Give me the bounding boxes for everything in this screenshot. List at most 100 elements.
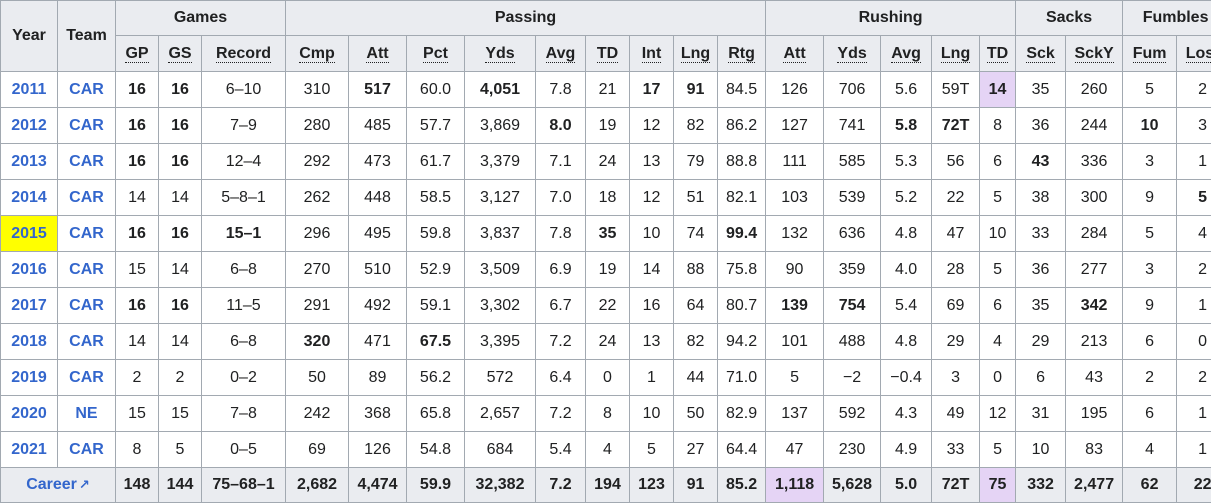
cell-cmp: 242: [285, 395, 349, 432]
cell-pct: 59.1: [406, 287, 465, 324]
cell-scky: 83: [1065, 431, 1124, 468]
col-int[interactable]: Int: [629, 35, 674, 72]
col-sck[interactable]: Sck: [1015, 35, 1067, 72]
cell-record: 0–2: [201, 359, 286, 396]
team-link[interactable]: NE: [75, 404, 98, 422]
team-cell[interactable]: CAR: [57, 215, 116, 252]
team-cell[interactable]: CAR: [57, 251, 116, 288]
team-link[interactable]: CAR: [69, 296, 104, 314]
cell-yds: 3,869: [464, 107, 536, 144]
cell-rtg: 84.5: [716, 71, 767, 108]
col-record[interactable]: Record: [201, 35, 286, 72]
year-link[interactable]: 2014: [11, 188, 47, 206]
year-link[interactable]: 2013: [11, 152, 47, 170]
career-scky: 2,477: [1065, 467, 1124, 503]
col-pct[interactable]: Pct: [406, 35, 465, 72]
cell-rush-lng: 69: [931, 287, 981, 324]
cell-gp: 2: [115, 359, 159, 396]
col-scky[interactable]: SckY: [1065, 35, 1124, 72]
team-cell[interactable]: NE: [57, 395, 116, 432]
team-link[interactable]: CAR: [69, 80, 104, 98]
career-fum: 62: [1122, 467, 1178, 503]
year-cell[interactable]: 2017: [0, 287, 58, 324]
col-rush-lng[interactable]: Lng: [931, 35, 981, 72]
cell-rush-lng: 56: [931, 143, 981, 180]
team-cell[interactable]: CAR: [57, 107, 116, 144]
col-rush-att[interactable]: Att: [765, 35, 825, 72]
year-cell[interactable]: 2011: [0, 71, 58, 108]
team-cell[interactable]: CAR: [57, 431, 116, 468]
cell-pct: 60.0: [406, 71, 465, 108]
cell-rush-avg: 4.0: [880, 251, 933, 288]
team-link[interactable]: CAR: [69, 332, 104, 350]
team-cell[interactable]: CAR: [57, 143, 116, 180]
team-link[interactable]: CAR: [69, 224, 104, 242]
cell-sck: 36: [1015, 107, 1067, 144]
col-gs[interactable]: GS: [158, 35, 202, 72]
col-avg[interactable]: Avg: [535, 35, 586, 72]
cell-rush-td: 6: [979, 287, 1017, 324]
team-link[interactable]: CAR: [69, 152, 104, 170]
year-link[interactable]: 2012: [11, 116, 47, 134]
career-label[interactable]: Career: [26, 476, 77, 493]
header-passing: Passing: [284, 0, 767, 36]
team-link[interactable]: CAR: [69, 116, 104, 134]
cell-record: 7–9: [201, 107, 286, 144]
team-link[interactable]: CAR: [69, 188, 104, 206]
year-cell[interactable]: 2021: [0, 431, 58, 468]
career-rush-att: 1,118: [765, 467, 825, 503]
col-rush-avg[interactable]: Avg: [880, 35, 933, 72]
col-rtg[interactable]: Rtg: [716, 35, 767, 72]
year-link[interactable]: 2018: [11, 332, 47, 350]
team-link[interactable]: CAR: [69, 260, 104, 278]
career-att: 4,474: [348, 467, 407, 503]
team-cell[interactable]: CAR: [57, 71, 116, 108]
year-link[interactable]: 2019: [11, 368, 47, 386]
career-rush-avg: 5.0: [880, 467, 933, 503]
cell-lost: 2: [1176, 359, 1211, 396]
col-lng[interactable]: Lng: [673, 35, 718, 72]
year-cell[interactable]: 2013: [0, 143, 58, 180]
cell-gp: 16: [115, 107, 159, 144]
cell-att: 485: [348, 107, 407, 144]
cell-rush-yds: 754: [823, 287, 882, 324]
cell-yds: 3,509: [464, 251, 536, 288]
col-td[interactable]: TD: [585, 35, 630, 72]
team-cell[interactable]: CAR: [57, 323, 116, 360]
year-link[interactable]: 2021: [11, 440, 47, 458]
year-link[interactable]: 2015: [11, 224, 47, 242]
year-cell[interactable]: 2018: [0, 323, 58, 360]
cell-rush-td: 14: [979, 71, 1017, 108]
year-cell[interactable]: 2019: [0, 359, 58, 396]
year-cell[interactable]: 2016: [0, 251, 58, 288]
cell-avg: 7.8: [535, 71, 586, 108]
col-rush-td[interactable]: TD: [979, 35, 1017, 72]
year-cell[interactable]: 2014: [0, 179, 58, 216]
col-lost[interactable]: Lost: [1176, 35, 1211, 72]
col-yds[interactable]: Yds: [464, 35, 536, 72]
career-cell[interactable]: Career ↗: [0, 467, 116, 503]
col-fum[interactable]: Fum: [1122, 35, 1178, 72]
year-link[interactable]: 2016: [11, 260, 47, 278]
year-link[interactable]: 2011: [11, 80, 47, 98]
team-link[interactable]: CAR: [69, 440, 104, 458]
team-cell[interactable]: CAR: [57, 179, 116, 216]
col-cmp[interactable]: Cmp: [285, 35, 349, 72]
cell-lng: 27: [673, 431, 718, 468]
year-cell[interactable]: 2020: [0, 395, 58, 432]
year-link[interactable]: 2017: [11, 296, 47, 314]
career-link[interactable]: Career ↗: [26, 476, 90, 493]
col-rush-yds[interactable]: Yds: [823, 35, 882, 72]
cell-td: 24: [585, 323, 630, 360]
team-cell[interactable]: CAR: [57, 359, 116, 396]
team-link[interactable]: CAR: [69, 368, 104, 386]
cell-td: 35: [585, 215, 630, 252]
year-cell[interactable]: 2012: [0, 107, 58, 144]
year-link[interactable]: 2020: [11, 404, 47, 422]
header-games: Games: [115, 0, 286, 36]
col-att[interactable]: Att: [348, 35, 407, 72]
team-cell[interactable]: CAR: [57, 287, 116, 324]
year-cell[interactable]: 2015: [0, 215, 58, 252]
col-gp[interactable]: GP: [115, 35, 159, 72]
cell-sck: 33: [1015, 215, 1067, 252]
